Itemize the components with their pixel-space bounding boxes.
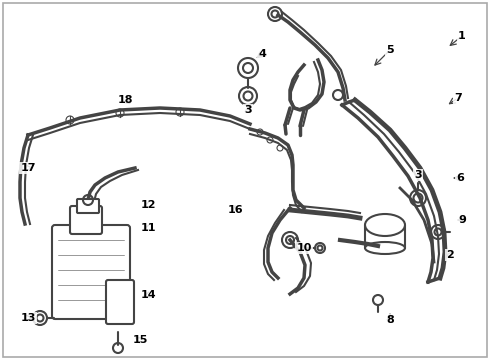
Text: 4: 4	[258, 49, 266, 59]
Text: 14: 14	[140, 290, 156, 300]
FancyBboxPatch shape	[52, 225, 130, 319]
Text: 9: 9	[458, 215, 466, 225]
Text: 11: 11	[140, 223, 156, 233]
Text: 12: 12	[140, 200, 156, 210]
Text: 5: 5	[386, 45, 394, 55]
FancyBboxPatch shape	[70, 206, 102, 234]
Text: 6: 6	[456, 173, 464, 183]
Text: 1: 1	[458, 31, 466, 41]
Text: 17: 17	[20, 163, 36, 173]
FancyBboxPatch shape	[106, 280, 134, 324]
Text: 10: 10	[296, 243, 312, 253]
Text: 8: 8	[386, 315, 394, 325]
Text: 18: 18	[117, 95, 133, 105]
FancyBboxPatch shape	[77, 199, 99, 213]
Text: 16: 16	[227, 205, 243, 215]
Text: 7: 7	[454, 93, 462, 103]
Text: 13: 13	[20, 313, 36, 323]
Text: 2: 2	[446, 250, 454, 260]
Text: 3: 3	[244, 105, 252, 115]
Text: 3: 3	[414, 170, 422, 180]
Text: 15: 15	[132, 335, 147, 345]
